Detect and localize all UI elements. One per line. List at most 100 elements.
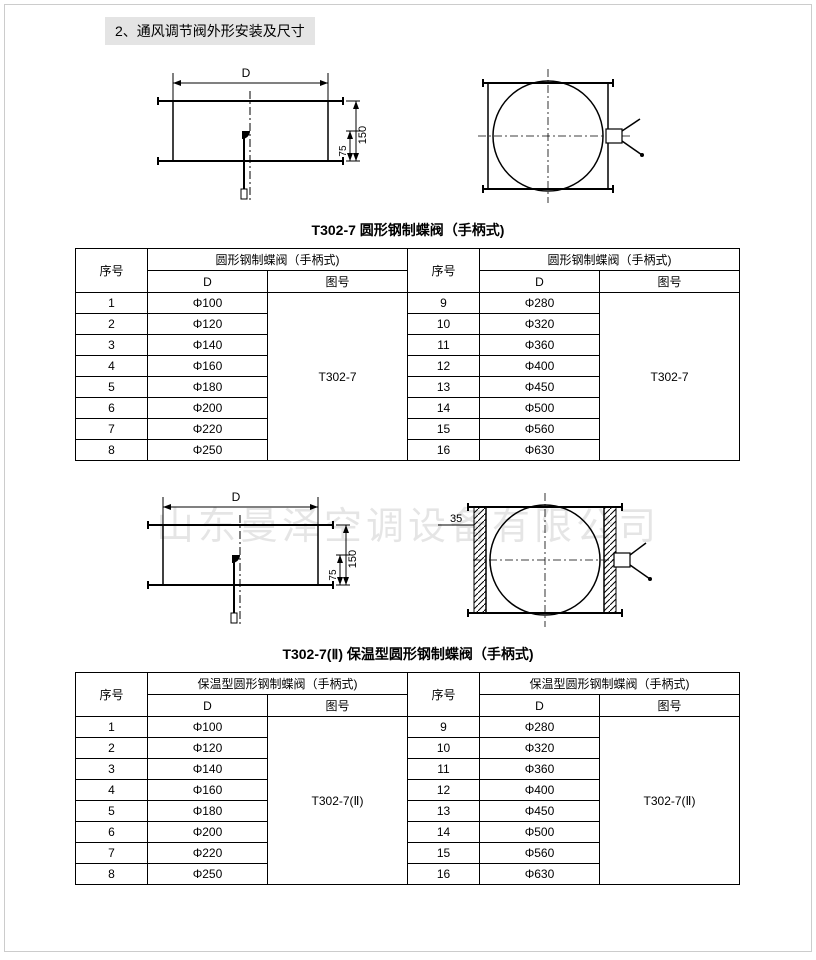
cell-d: Φ120	[148, 314, 268, 335]
cell-fig: T302-7(Ⅱ)	[268, 717, 408, 885]
cell-seq: 8	[76, 440, 148, 461]
cell-seq: 16	[408, 440, 480, 461]
cell-d: Φ360	[480, 759, 600, 780]
cell-d: Φ100	[148, 717, 268, 738]
cell-d: Φ250	[148, 440, 268, 461]
cell-seq: 6	[76, 822, 148, 843]
cell-seq: 4	[76, 780, 148, 801]
cell-d: Φ400	[480, 356, 600, 377]
cell-d: Φ200	[148, 822, 268, 843]
cell-seq: 16	[408, 864, 480, 885]
d-label: D	[242, 66, 251, 80]
th-group: 保温型圆形钢制蝶阀（手柄式)	[480, 673, 740, 695]
cell-d: Φ250	[148, 864, 268, 885]
cell-seq: 10	[408, 738, 480, 759]
cell-d: Φ400	[480, 780, 600, 801]
diagram-side-view-2: D 1	[118, 485, 358, 638]
cell-seq: 1	[76, 293, 148, 314]
cell-d: Φ560	[480, 419, 600, 440]
diagram-front-view-1	[428, 61, 688, 214]
cell-d: Φ180	[148, 801, 268, 822]
th-d: D	[148, 271, 268, 293]
cell-seq: 7	[76, 843, 148, 864]
cell-seq: 14	[408, 398, 480, 419]
th-d: D	[480, 271, 600, 293]
cell-fig: T302-7	[268, 293, 408, 461]
cell-d: Φ220	[148, 843, 268, 864]
cell-seq: 15	[408, 843, 480, 864]
cell-d: Φ100	[148, 293, 268, 314]
page: 2、通风调节阀外形安装及尺寸 D	[4, 4, 812, 952]
tables-row-2: 序号 保温型圆形钢制蝶阀（手柄式) D 图号 1Φ100T302-7(Ⅱ) 2Φ…	[75, 672, 751, 885]
cell-seq: 5	[76, 377, 148, 398]
cell-d: Φ180	[148, 377, 268, 398]
cell-seq: 9	[408, 293, 480, 314]
cell-seq: 5	[76, 801, 148, 822]
cell-d: Φ560	[480, 843, 600, 864]
cell-seq: 2	[76, 738, 148, 759]
cell-seq: 13	[408, 801, 480, 822]
cell-seq: 3	[76, 335, 148, 356]
cell-d: Φ630	[480, 440, 600, 461]
cell-seq: 8	[76, 864, 148, 885]
th-fig: 图号	[268, 695, 408, 717]
cell-d: Φ450	[480, 801, 600, 822]
dim-150: 150	[357, 126, 368, 144]
dim-75: 75	[338, 145, 349, 157]
cell-d: Φ320	[480, 314, 600, 335]
cell-seq: 7	[76, 419, 148, 440]
th-d: D	[480, 695, 600, 717]
tables-row-1: 序号 圆形钢制蝶阀（手柄式) D 图号 1Φ100T302-7 2Φ120 3Φ…	[75, 248, 751, 461]
diagram-side-view-1: D	[128, 61, 368, 214]
th-d: D	[148, 695, 268, 717]
cell-seq: 14	[408, 822, 480, 843]
caption-2: T302-7(Ⅱ) 保温型圆形钢制蝶阀（手柄式)	[5, 644, 811, 664]
cell-seq: 6	[76, 398, 148, 419]
cell-fig: T302-7(Ⅱ)	[600, 717, 740, 885]
caption-1: T302-7 圆形钢制蝶阀（手柄式)	[5, 220, 811, 240]
cell-seq: 2	[76, 314, 148, 335]
cell-d: Φ140	[148, 335, 268, 356]
cell-d: Φ200	[148, 398, 268, 419]
diagram-row-1: D	[5, 61, 811, 214]
cell-seq: 11	[408, 335, 480, 356]
cell-seq: 1	[76, 717, 148, 738]
table-2-right: 序号 保温型圆形钢制蝶阀（手柄式) D 图号 9Φ280T302-7(Ⅱ) 10…	[407, 672, 740, 885]
d-label: D	[232, 490, 241, 504]
section-title: 2、通风调节阀外形安装及尺寸	[105, 17, 315, 45]
cell-seq: 9	[408, 717, 480, 738]
cell-d: Φ280	[480, 293, 600, 314]
diagram-row-2: D 1	[5, 485, 811, 638]
cell-seq: 13	[408, 377, 480, 398]
th-seq: 序号	[408, 249, 480, 293]
cell-seq: 4	[76, 356, 148, 377]
dim-75: 75	[328, 569, 339, 581]
cell-seq: 10	[408, 314, 480, 335]
table-1-left: 序号 圆形钢制蝶阀（手柄式) D 图号 1Φ100T302-7 2Φ120 3Φ…	[75, 248, 408, 461]
cell-fig: T302-7	[600, 293, 740, 461]
table-1-right: 序号 圆形钢制蝶阀（手柄式) D 图号 9Φ280T302-7 10Φ320 1…	[407, 248, 740, 461]
table-2-left: 序号 保温型圆形钢制蝶阀（手柄式) D 图号 1Φ100T302-7(Ⅱ) 2Φ…	[75, 672, 408, 885]
th-fig: 图号	[600, 271, 740, 293]
cell-d: Φ500	[480, 398, 600, 419]
diagram-front-view-2: 35	[418, 485, 698, 638]
dim-150: 150	[347, 550, 358, 568]
dim-35: 35	[450, 513, 462, 525]
cell-seq: 15	[408, 419, 480, 440]
cell-seq: 3	[76, 759, 148, 780]
cell-seq: 12	[408, 780, 480, 801]
th-seq: 序号	[76, 249, 148, 293]
th-seq: 序号	[408, 673, 480, 717]
cell-d: Φ320	[480, 738, 600, 759]
th-group: 圆形钢制蝶阀（手柄式)	[148, 249, 408, 271]
cell-d: Φ280	[480, 717, 600, 738]
cell-d: Φ160	[148, 356, 268, 377]
cell-d: Φ500	[480, 822, 600, 843]
cell-seq: 11	[408, 759, 480, 780]
cell-d: Φ360	[480, 335, 600, 356]
th-group: 圆形钢制蝶阀（手柄式)	[480, 249, 740, 271]
cell-d: Φ450	[480, 377, 600, 398]
th-fig: 图号	[268, 271, 408, 293]
th-seq: 序号	[76, 673, 148, 717]
cell-d: Φ160	[148, 780, 268, 801]
